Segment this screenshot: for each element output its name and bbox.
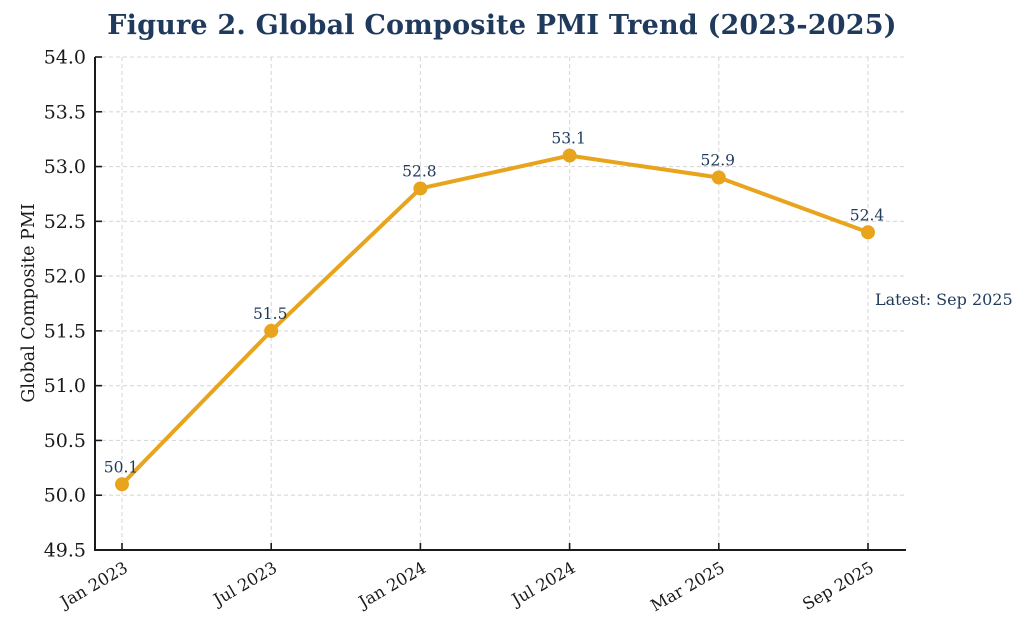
data-point-label: 51.5 [253, 305, 288, 323]
x-tick-label: Jan 2024 [354, 558, 430, 613]
x-tick-label: Jul 2024 [507, 558, 579, 610]
chart-title: Figure 2. Global Composite PMI Trend (20… [107, 10, 897, 41]
y-tick-label: 50.5 [44, 430, 86, 452]
data-point [115, 477, 129, 492]
data-point [861, 225, 875, 240]
data-point [264, 323, 279, 338]
trend-line [120, 153, 870, 487]
y-tick-label: 51.0 [44, 375, 86, 397]
data-point-label: 50.1 [104, 458, 139, 476]
data-point-label: 52.9 [701, 152, 736, 170]
x-tick-label: Jan 2023 [55, 558, 131, 613]
data-point-label: 52.8 [402, 162, 437, 180]
data-point [562, 148, 577, 163]
y-tick-label: 49.5 [44, 540, 86, 562]
x-tick-label: Sep 2025 [799, 558, 877, 614]
y-tick-label: 53.0 [44, 156, 86, 178]
y-tick-label: 51.5 [44, 320, 86, 342]
data-point [711, 170, 726, 185]
x-tick-label: Mar 2025 [647, 558, 727, 615]
data-point-label: 52.4 [850, 206, 885, 224]
y-tick-label: 52.0 [44, 266, 86, 288]
y-tick-label: 53.5 [44, 101, 86, 123]
y-tick-label: 50.0 [44, 485, 86, 507]
latest-annotation: Latest: Sep 2025 [875, 290, 1013, 309]
y-tick-label: 54.0 [44, 47, 86, 69]
data-point [413, 181, 428, 196]
x-tick-label: Jul 2023 [209, 558, 281, 610]
y-tick-label: 52.5 [44, 211, 86, 233]
data-point-label: 53.1 [551, 130, 586, 148]
